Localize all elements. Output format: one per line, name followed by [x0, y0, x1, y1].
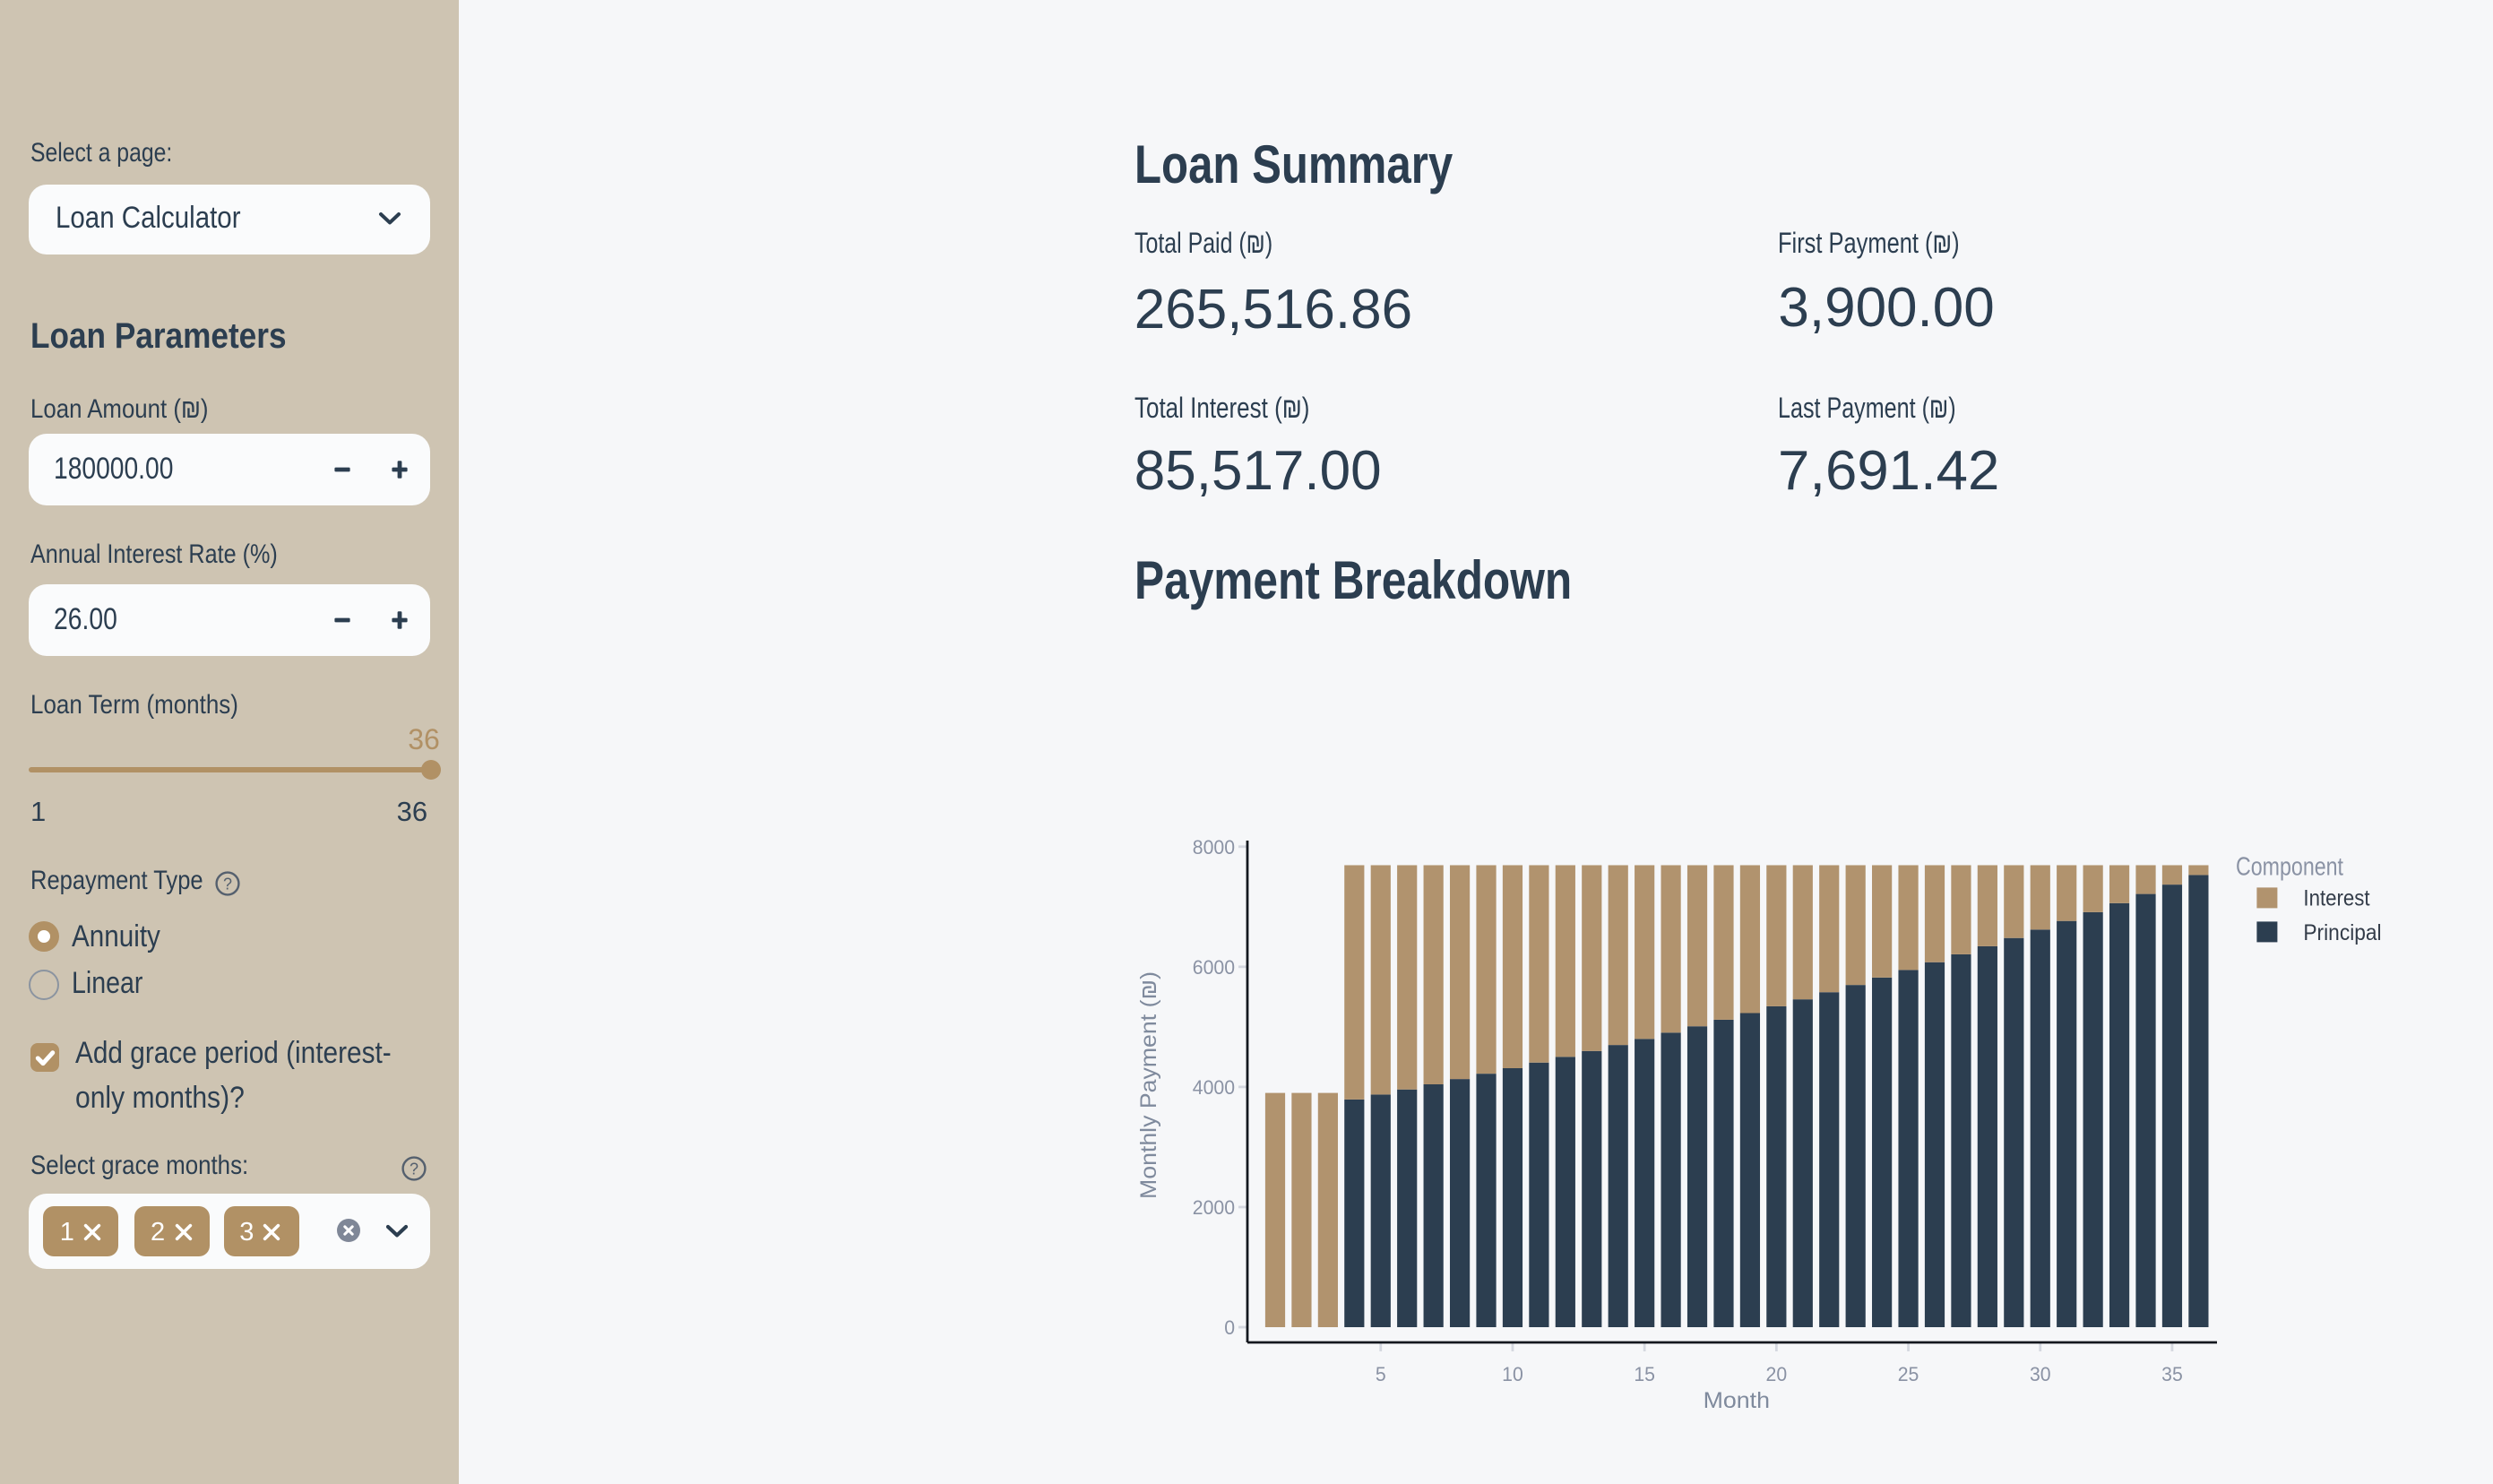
svg-text:Principal: Principal	[2303, 920, 2381, 945]
svg-text:15: 15	[1634, 1363, 1655, 1385]
svg-text:30: 30	[2030, 1363, 2051, 1385]
svg-text:25: 25	[1898, 1363, 1919, 1385]
svg-text:4000: 4000	[1193, 1076, 1235, 1099]
svg-text:?: ?	[222, 874, 231, 892]
svg-text:Month: Month	[1704, 1388, 1770, 1413]
svg-text:0: 0	[1224, 1316, 1235, 1339]
svg-text:5: 5	[1376, 1363, 1386, 1385]
svg-text:35: 35	[2161, 1363, 2183, 1385]
svg-text:10: 10	[1502, 1363, 1523, 1385]
svg-text:Monthly Payment (₪): Monthly Payment (₪)	[1136, 971, 1161, 1199]
svg-text:20: 20	[1766, 1363, 1788, 1385]
svg-text:Component: Component	[2236, 852, 2343, 881]
svg-text:Interest: Interest	[2303, 886, 2369, 911]
svg-text:8000: 8000	[1193, 836, 1235, 858]
svg-text:6000: 6000	[1193, 956, 1235, 979]
svg-text:2000: 2000	[1193, 1196, 1235, 1219]
svg-text:?: ?	[409, 1159, 418, 1177]
